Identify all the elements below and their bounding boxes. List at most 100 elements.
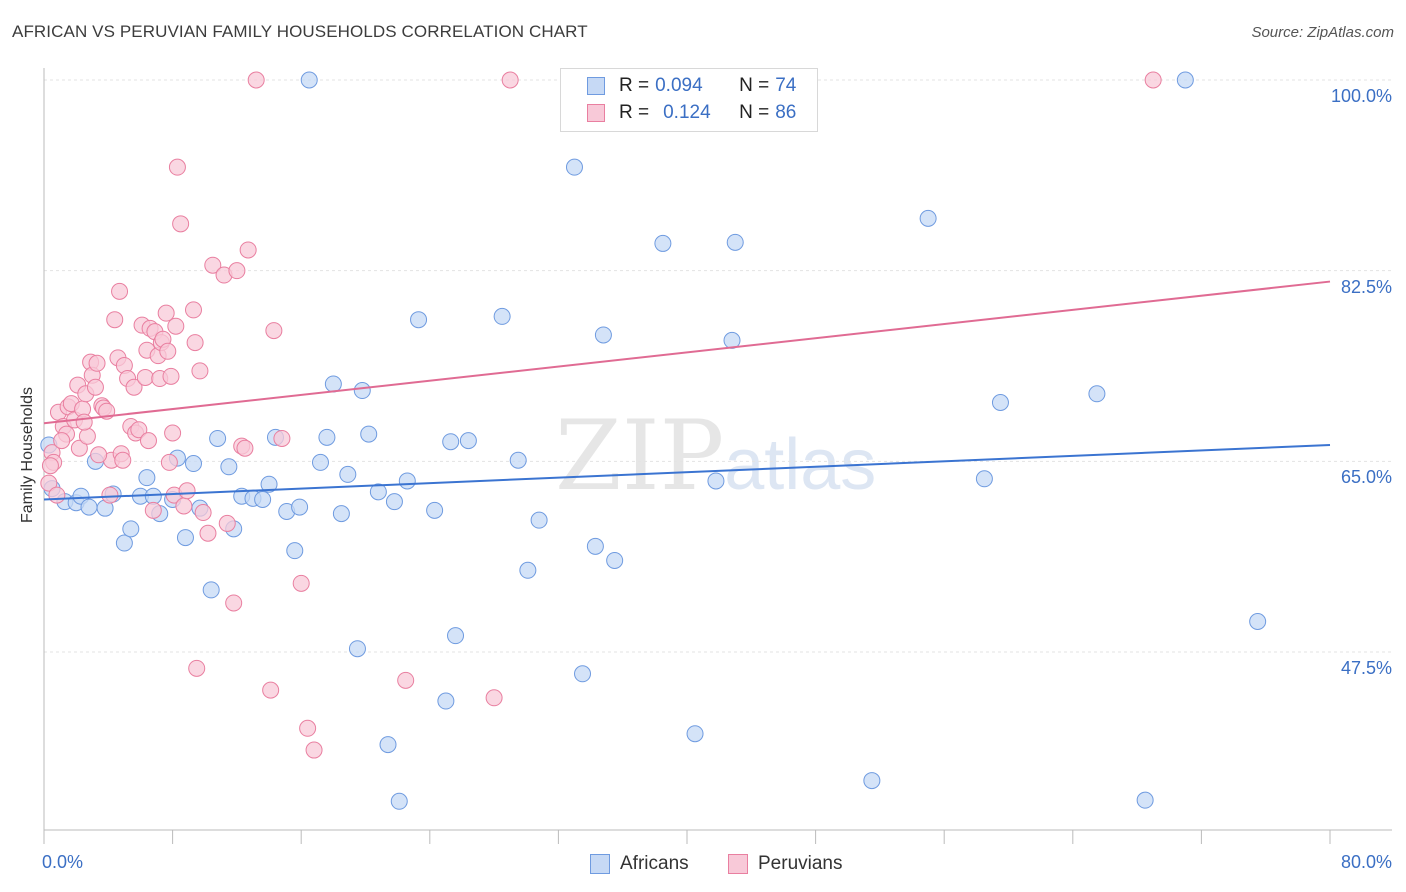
data-point-peruvians [106, 311, 124, 329]
data-point-africans [1136, 791, 1154, 809]
data-point-africans [686, 725, 704, 743]
data-point-africans [286, 542, 304, 560]
data-point-peruvians [125, 378, 143, 396]
data-point-peruvians [157, 304, 175, 322]
data-point-peruvians [41, 457, 59, 475]
y-tick-label: 100.0% [1330, 86, 1392, 106]
data-point-peruvians [168, 158, 186, 176]
legend-swatch-peruvians [587, 104, 605, 122]
x-tick-label-max: 80.0% [1340, 852, 1392, 872]
data-point-africans [300, 71, 318, 89]
data-point-peruvians [218, 514, 236, 532]
legend-row-peruvians: R = 0.124 N = 86 [587, 102, 796, 124]
bottom-legend-swatch-peruvians [728, 854, 748, 874]
data-point-peruvians [144, 501, 162, 519]
data-point-peruvians [485, 689, 503, 707]
data-point-peruvians [184, 301, 202, 319]
data-point-africans [209, 429, 227, 447]
data-point-peruvians [114, 451, 132, 469]
y-tick-label: 47.5% [1340, 658, 1392, 678]
data-point-peruvians [305, 741, 323, 759]
data-point-africans [311, 453, 329, 471]
data-point-africans [398, 472, 416, 490]
data-point-peruvians [178, 482, 196, 500]
data-point-africans [437, 692, 455, 710]
bottom-legend-peruvians: Peruvians [728, 851, 843, 877]
data-point-peruvians [273, 429, 291, 447]
data-point-peruvians [90, 446, 108, 464]
legend-n-value: 74 [775, 75, 797, 96]
data-point-peruvians [191, 362, 209, 380]
data-point-peruvians [188, 659, 206, 677]
data-point-peruvians [175, 497, 193, 515]
legend-r-value: 0.094 [655, 75, 703, 96]
data-point-peruvians [111, 282, 129, 300]
legend-n-label: N = [739, 75, 770, 96]
y-tick-label: 82.5% [1340, 276, 1392, 297]
data-point-africans [975, 470, 993, 488]
data-point-africans [291, 498, 309, 516]
data-point-peruvians [86, 378, 104, 396]
data-point-africans [122, 520, 140, 538]
data-point-africans [863, 772, 881, 790]
data-point-peruvians [53, 432, 71, 450]
data-point-peruvians [78, 427, 96, 445]
data-point-africans [348, 640, 366, 658]
data-point-africans [707, 472, 725, 490]
data-point-africans [594, 326, 612, 344]
bottom-legend-africans: Africans [590, 851, 689, 877]
bottom-legend-label-africans: Africans [620, 853, 689, 874]
data-point-peruvians [48, 486, 66, 504]
legend-n-label: N = [739, 102, 770, 123]
data-point-africans [144, 487, 162, 505]
data-point-peruvians [194, 504, 212, 522]
data-point-africans [565, 158, 583, 176]
data-point-africans [369, 483, 387, 501]
legend-n-value: 86 [775, 102, 797, 123]
data-point-africans [654, 234, 672, 252]
data-point-africans [254, 490, 272, 508]
data-point-africans [509, 451, 527, 469]
legend-r-label: R = [619, 75, 650, 96]
data-point-peruvians [70, 439, 88, 457]
data-point-africans [1088, 385, 1106, 403]
data-point-africans [80, 498, 98, 516]
data-point-peruvians [101, 486, 119, 504]
data-point-peruvians [172, 215, 190, 233]
data-point-africans [138, 469, 156, 487]
data-point-peruvians [136, 368, 154, 386]
data-point-africans [318, 428, 336, 446]
legend-swatch-africans [587, 77, 605, 95]
data-point-peruvians [299, 719, 317, 737]
y-tick-label: 65.0% [1340, 467, 1392, 488]
y-axis-label: Family Households [19, 386, 36, 524]
data-point-africans [606, 551, 624, 569]
data-point-peruvians [199, 524, 217, 542]
data-point-africans [426, 501, 444, 519]
data-point-africans [919, 209, 937, 227]
data-point-peruvians [225, 594, 243, 612]
data-point-peruvians [159, 342, 177, 360]
data-point-africans [574, 665, 592, 683]
data-point-africans [202, 581, 220, 599]
data-point-africans [493, 307, 511, 325]
data-point-africans [586, 537, 604, 555]
data-point-africans [442, 433, 460, 451]
data-point-africans [353, 382, 371, 400]
data-point-africans [385, 493, 403, 511]
data-point-africans [390, 792, 408, 810]
chart-title: AFRICAN VS PERUVIAN FAMILY HOUSEHOLDS CO… [12, 22, 588, 41]
x-tick-label-min: 0.0% [42, 852, 84, 872]
data-point-peruvians [397, 671, 415, 689]
source-note: Source: ZipAtlas.com [1251, 24, 1394, 41]
data-point-peruvians [228, 262, 246, 280]
data-point-peruvians [501, 71, 519, 89]
data-point-peruvians [265, 322, 283, 340]
data-point-peruvians [162, 367, 180, 385]
data-point-africans [176, 529, 194, 547]
data-point-africans [459, 432, 477, 450]
data-point-peruvians [247, 71, 265, 89]
data-point-peruvians [88, 354, 106, 372]
data-point-peruvians [186, 334, 204, 352]
